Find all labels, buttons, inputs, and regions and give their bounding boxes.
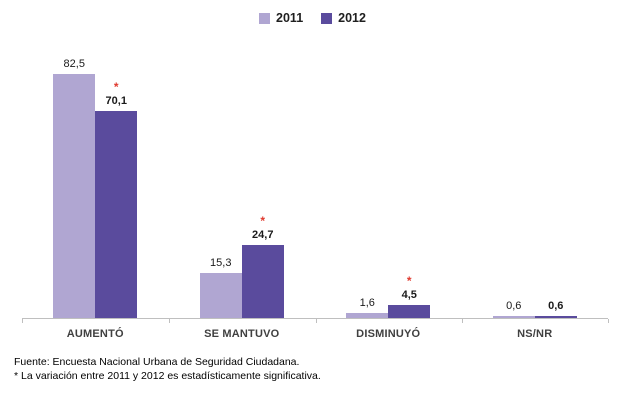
bar-group-3: 1,6 * 4,5: [315, 273, 462, 318]
bar-column-2011: 1,6: [346, 296, 389, 318]
value-label-2011: 0,6: [506, 299, 522, 312]
bar-2012: [95, 110, 138, 318]
bar-2011: [53, 74, 96, 318]
legend: 2011 2012: [0, 11, 625, 25]
value-label-2011: 1,6: [359, 297, 375, 310]
significance-asterisk: *: [260, 213, 266, 228]
significance-asterisk: *: [113, 79, 119, 94]
axis-tick: [168, 319, 170, 323]
bar-column-2011: 15,3: [199, 256, 242, 318]
bar-group-2: 15,3 * 24,7: [169, 213, 316, 318]
value-label-2011: 82,5: [63, 58, 85, 70]
legend-swatch-2011: [259, 12, 271, 24]
legend-item-2011: 2011: [259, 11, 303, 25]
category-label: SE MANTUVO: [204, 328, 280, 340]
bar-column-2011: 0,6: [492, 299, 535, 318]
legend-swatch-2012: [321, 12, 333, 24]
bar-column-2012: * 70,1: [95, 79, 138, 318]
bar-2012: [534, 315, 577, 318]
legend-item-2012: 2012: [321, 11, 366, 25]
value-label-2012: 0,6: [548, 299, 564, 312]
significance-asterisk: *: [406, 273, 412, 288]
value-label-2012: 24,7: [252, 228, 274, 241]
bar-column-2012: 0,6: [534, 299, 577, 318]
category-label: NS/NR: [517, 328, 553, 340]
x-axis: [22, 319, 609, 324]
axis-tick: [315, 319, 317, 323]
value-label-2011: 15,3: [210, 256, 232, 269]
bar-2012: [241, 244, 284, 318]
significance-note: * La variación entre 2011 y 2012 es esta…: [14, 369, 321, 382]
source-note: Fuente: Encuesta Nacional Urbana de Segu…: [14, 356, 300, 368]
bar-2011: [199, 272, 242, 318]
legend-label-2011: 2011: [276, 11, 304, 25]
bar-2011: [492, 315, 535, 318]
plot-area: 82,5 * 70,1 15,3 * 24,7 1,6 * 4,5 0,6 0,6: [22, 50, 608, 319]
value-label-2012: 70,1: [105, 94, 127, 107]
footer: Fuente: Encuesta Nacional Urbana de Segu…: [14, 356, 321, 383]
bar-column-2012: * 24,7: [241, 213, 284, 318]
bar-2012: [388, 304, 431, 318]
value-label-2012: 4,5: [401, 288, 417, 301]
bar-group-1: 82,5 * 70,1: [22, 57, 169, 318]
axis-tick: [462, 319, 464, 323]
legend-label-2012: 2012: [338, 11, 366, 25]
category-labels: AUMENTÓ SE MANTUVO DISMINUYÓ NS/NR: [22, 328, 608, 340]
bar-column-2011: 82,5: [53, 57, 96, 318]
bar-column-2012: * 4,5: [388, 273, 431, 318]
bar-group-4: 0,6 0,6: [462, 299, 609, 318]
bar-2011: [346, 313, 389, 318]
category-label: DISMINUYÓ: [356, 328, 421, 340]
category-label: AUMENTÓ: [66, 328, 124, 340]
axis-tick: [22, 319, 23, 323]
axis-tick: [608, 319, 609, 323]
